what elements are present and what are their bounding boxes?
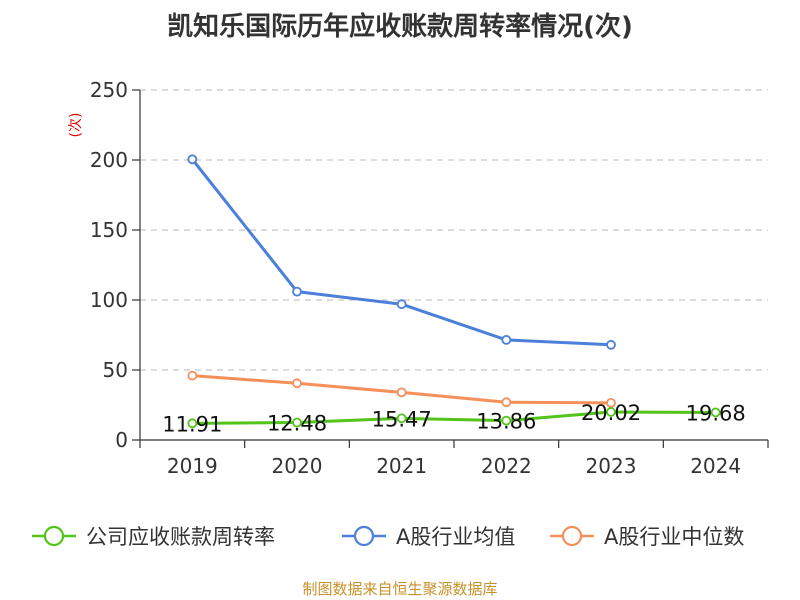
data-point [501,334,512,345]
y-tick-label: 50 [103,358,128,382]
data-point [187,154,198,165]
y-axis-unit-label: (次) [68,113,84,138]
data-point [187,370,198,381]
x-tick-label: 2024 [690,454,741,478]
source-footer: 制图数据来自恒生聚源数据库 [302,580,498,598]
data-point [187,418,198,429]
legend-item[interactable]: A股行业均值 [342,525,515,549]
data-label: 13.86 [476,410,536,434]
x-tick-label: 2022 [481,454,532,478]
data-point [606,407,616,417]
legend[interactable]: 公司应收账款周转率 A股行业均值 A股行业中位数 [32,525,744,549]
x-tick-label: 2021 [376,454,427,478]
legend-marker-icon [353,525,375,547]
data-label: 12.48 [267,412,327,436]
axes: 0 50 100 150 200 250 (次) 2019 2020 2021 2022 2023 20… [68,78,769,478]
legend-item[interactable]: A股行业中位数 [550,525,744,549]
chart-title: 凯知乐国际历年应收账款周转率情况(次) [167,12,633,42]
legend-label: 公司应收账款周转率 [86,525,275,549]
legend-marker-icon [43,525,65,547]
grid-lines [140,89,768,371]
y-tick-label: 250 [90,78,128,102]
data-point [292,286,302,297]
data-labels: 11.91 12.48 15.47 13.86 20.02 19.68 [162,401,745,436]
series-line [192,410,716,425]
data-point [396,299,407,310]
y-tick-label: 100 [90,288,128,312]
data-label: 15.47 [372,407,432,431]
series-lines [187,154,721,429]
series-line [191,158,612,347]
data-point [292,417,302,428]
data-point [396,387,407,398]
x-tick-label: 2019 [167,454,218,478]
data-point [292,378,302,389]
data-label: 20.02 [581,401,641,425]
data-point [710,407,721,418]
legend-label: A股行业均值 [396,525,515,549]
y-tick-label: 150 [90,218,128,242]
y-tick-label: 0 [115,428,128,452]
legend-item[interactable]: 公司应收账款周转率 [32,525,275,549]
data-point [606,397,616,408]
x-tick-label: 2020 [272,454,323,478]
y-tick-label: 200 [90,148,128,172]
data-point [606,339,616,350]
legend-label: A股行业中位数 [604,525,744,549]
data-label: 11.91 [162,412,222,436]
data-point [501,397,512,408]
data-point [396,413,407,424]
x-tick-label: 2023 [586,454,637,478]
data-label: 19.68 [686,401,746,425]
data-point [501,415,512,426]
legend-marker-icon [561,525,583,547]
